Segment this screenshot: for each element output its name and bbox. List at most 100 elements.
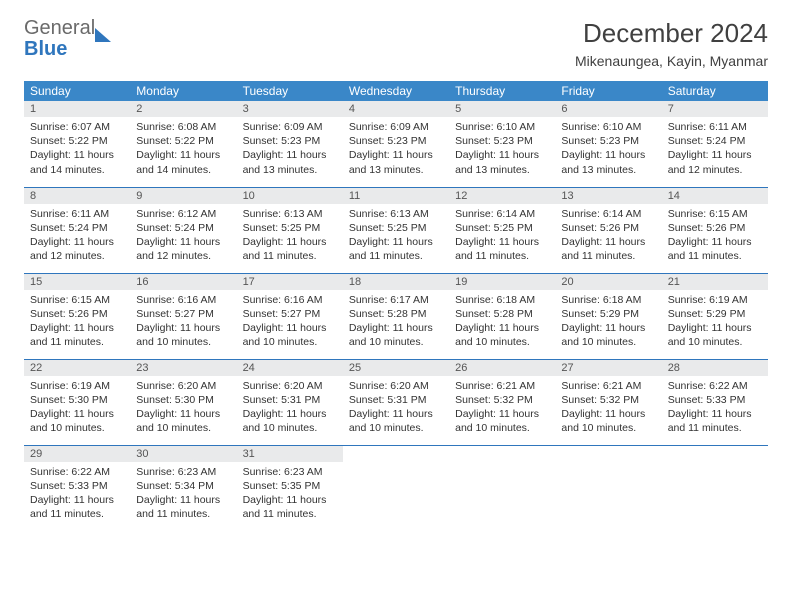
calendar-cell: 25Sunrise: 6:20 AMSunset: 5:31 PMDayligh… [343, 359, 449, 445]
day-content: Sunrise: 6:17 AMSunset: 5:28 PMDaylight:… [343, 290, 449, 354]
day-content: Sunrise: 6:19 AMSunset: 5:29 PMDaylight:… [662, 290, 768, 354]
day-content: Sunrise: 6:10 AMSunset: 5:23 PMDaylight:… [555, 117, 661, 181]
header: General Blue December 2024 Mikenaungea, … [24, 18, 768, 69]
day-content: Sunrise: 6:20 AMSunset: 5:31 PMDaylight:… [343, 376, 449, 440]
calendar-cell: 13Sunrise: 6:14 AMSunset: 5:26 PMDayligh… [555, 187, 661, 273]
weekday-wednesday: Wednesday [343, 81, 449, 101]
calendar-row: 22Sunrise: 6:19 AMSunset: 5:30 PMDayligh… [24, 359, 768, 445]
weekday-thursday: Thursday [449, 81, 555, 101]
calendar-cell: 27Sunrise: 6:21 AMSunset: 5:32 PMDayligh… [555, 359, 661, 445]
day-content: Sunrise: 6:22 AMSunset: 5:33 PMDaylight:… [24, 462, 130, 526]
calendar-row: 1Sunrise: 6:07 AMSunset: 5:22 PMDaylight… [24, 101, 768, 187]
day-content: Sunrise: 6:20 AMSunset: 5:30 PMDaylight:… [130, 376, 236, 440]
day-content: Sunrise: 6:22 AMSunset: 5:33 PMDaylight:… [662, 376, 768, 440]
logo: General Blue [24, 18, 111, 60]
calendar-cell: 9Sunrise: 6:12 AMSunset: 5:24 PMDaylight… [130, 187, 236, 273]
day-number: 28 [662, 360, 768, 376]
calendar-table: SundayMondayTuesdayWednesdayThursdayFrid… [24, 81, 768, 531]
calendar-cell: 1Sunrise: 6:07 AMSunset: 5:22 PMDaylight… [24, 101, 130, 187]
calendar-header-row: SundayMondayTuesdayWednesdayThursdayFrid… [24, 81, 768, 101]
calendar-cell: 28Sunrise: 6:22 AMSunset: 5:33 PMDayligh… [662, 359, 768, 445]
day-number: 18 [343, 274, 449, 290]
day-number: 16 [130, 274, 236, 290]
day-number: 1 [24, 101, 130, 117]
calendar-cell: 30Sunrise: 6:23 AMSunset: 5:34 PMDayligh… [130, 445, 236, 531]
day-content: Sunrise: 6:10 AMSunset: 5:23 PMDaylight:… [449, 117, 555, 181]
day-number: 3 [237, 101, 343, 117]
calendar-cell: 31Sunrise: 6:23 AMSunset: 5:35 PMDayligh… [237, 445, 343, 531]
day-number: 22 [24, 360, 130, 376]
logo-text-blue: Blue [24, 38, 67, 60]
weekday-friday: Friday [555, 81, 661, 101]
calendar-cell: 3Sunrise: 6:09 AMSunset: 5:23 PMDaylight… [237, 101, 343, 187]
day-number: 4 [343, 101, 449, 117]
calendar-cell: 12Sunrise: 6:14 AMSunset: 5:25 PMDayligh… [449, 187, 555, 273]
calendar-cell: 10Sunrise: 6:13 AMSunset: 5:25 PMDayligh… [237, 187, 343, 273]
day-content: Sunrise: 6:14 AMSunset: 5:26 PMDaylight:… [555, 204, 661, 268]
day-content: Sunrise: 6:13 AMSunset: 5:25 PMDaylight:… [237, 204, 343, 268]
day-number: 15 [24, 274, 130, 290]
month-title: December 2024 [575, 18, 768, 49]
day-number: 25 [343, 360, 449, 376]
day-number: 26 [449, 360, 555, 376]
logo-sail-icon [95, 28, 111, 42]
day-number: 30 [130, 446, 236, 462]
logo-text-general: General [24, 17, 95, 39]
calendar-cell: 18Sunrise: 6:17 AMSunset: 5:28 PMDayligh… [343, 273, 449, 359]
calendar-cell: 24Sunrise: 6:20 AMSunset: 5:31 PMDayligh… [237, 359, 343, 445]
day-content: Sunrise: 6:08 AMSunset: 5:22 PMDaylight:… [130, 117, 236, 181]
day-number: 7 [662, 101, 768, 117]
calendar-cell: 21Sunrise: 6:19 AMSunset: 5:29 PMDayligh… [662, 273, 768, 359]
day-content: Sunrise: 6:07 AMSunset: 5:22 PMDaylight:… [24, 117, 130, 181]
calendar-cell: 29Sunrise: 6:22 AMSunset: 5:33 PMDayligh… [24, 445, 130, 531]
calendar-cell: 7Sunrise: 6:11 AMSunset: 5:24 PMDaylight… [662, 101, 768, 187]
day-number: 23 [130, 360, 236, 376]
calendar-cell: 15Sunrise: 6:15 AMSunset: 5:26 PMDayligh… [24, 273, 130, 359]
day-content: Sunrise: 6:18 AMSunset: 5:29 PMDaylight:… [555, 290, 661, 354]
weekday-saturday: Saturday [662, 81, 768, 101]
logo-text-block: General Blue [24, 18, 95, 60]
calendar-cell: 19Sunrise: 6:18 AMSunset: 5:28 PMDayligh… [449, 273, 555, 359]
day-number: 29 [24, 446, 130, 462]
day-number: 21 [662, 274, 768, 290]
day-content: Sunrise: 6:09 AMSunset: 5:23 PMDaylight:… [343, 117, 449, 181]
calendar-cell: 5Sunrise: 6:10 AMSunset: 5:23 PMDaylight… [449, 101, 555, 187]
calendar-row: 8Sunrise: 6:11 AMSunset: 5:24 PMDaylight… [24, 187, 768, 273]
calendar-cell: 23Sunrise: 6:20 AMSunset: 5:30 PMDayligh… [130, 359, 236, 445]
day-number: 31 [237, 446, 343, 462]
day-content: Sunrise: 6:19 AMSunset: 5:30 PMDaylight:… [24, 376, 130, 440]
calendar-cell: 22Sunrise: 6:19 AMSunset: 5:30 PMDayligh… [24, 359, 130, 445]
weekday-sunday: Sunday [24, 81, 130, 101]
calendar-cell: .. [555, 445, 661, 531]
day-content: Sunrise: 6:12 AMSunset: 5:24 PMDaylight:… [130, 204, 236, 268]
calendar-cell: .. [449, 445, 555, 531]
calendar-cell: 20Sunrise: 6:18 AMSunset: 5:29 PMDayligh… [555, 273, 661, 359]
day-content: Sunrise: 6:09 AMSunset: 5:23 PMDaylight:… [237, 117, 343, 181]
day-number: 9 [130, 188, 236, 204]
day-number: 20 [555, 274, 661, 290]
title-block: December 2024 Mikenaungea, Kayin, Myanma… [575, 18, 768, 69]
calendar-cell: 16Sunrise: 6:16 AMSunset: 5:27 PMDayligh… [130, 273, 236, 359]
day-number: 6 [555, 101, 661, 117]
calendar-body: 1Sunrise: 6:07 AMSunset: 5:22 PMDaylight… [24, 101, 768, 531]
day-number: 14 [662, 188, 768, 204]
calendar-cell: 11Sunrise: 6:13 AMSunset: 5:25 PMDayligh… [343, 187, 449, 273]
day-content: Sunrise: 6:21 AMSunset: 5:32 PMDaylight:… [449, 376, 555, 440]
calendar-cell: .. [343, 445, 449, 531]
day-number: 12 [449, 188, 555, 204]
calendar-cell: 4Sunrise: 6:09 AMSunset: 5:23 PMDaylight… [343, 101, 449, 187]
calendar-cell: 6Sunrise: 6:10 AMSunset: 5:23 PMDaylight… [555, 101, 661, 187]
calendar-cell: 14Sunrise: 6:15 AMSunset: 5:26 PMDayligh… [662, 187, 768, 273]
calendar-cell: 17Sunrise: 6:16 AMSunset: 5:27 PMDayligh… [237, 273, 343, 359]
day-number: 24 [237, 360, 343, 376]
weekday-monday: Monday [130, 81, 236, 101]
day-number: 5 [449, 101, 555, 117]
calendar-cell: .. [662, 445, 768, 531]
weekday-tuesday: Tuesday [237, 81, 343, 101]
day-number: 2 [130, 101, 236, 117]
day-content: Sunrise: 6:15 AMSunset: 5:26 PMDaylight:… [24, 290, 130, 354]
day-content: Sunrise: 6:16 AMSunset: 5:27 PMDaylight:… [237, 290, 343, 354]
day-content: Sunrise: 6:13 AMSunset: 5:25 PMDaylight:… [343, 204, 449, 268]
day-content: Sunrise: 6:18 AMSunset: 5:28 PMDaylight:… [449, 290, 555, 354]
day-content: Sunrise: 6:23 AMSunset: 5:34 PMDaylight:… [130, 462, 236, 526]
